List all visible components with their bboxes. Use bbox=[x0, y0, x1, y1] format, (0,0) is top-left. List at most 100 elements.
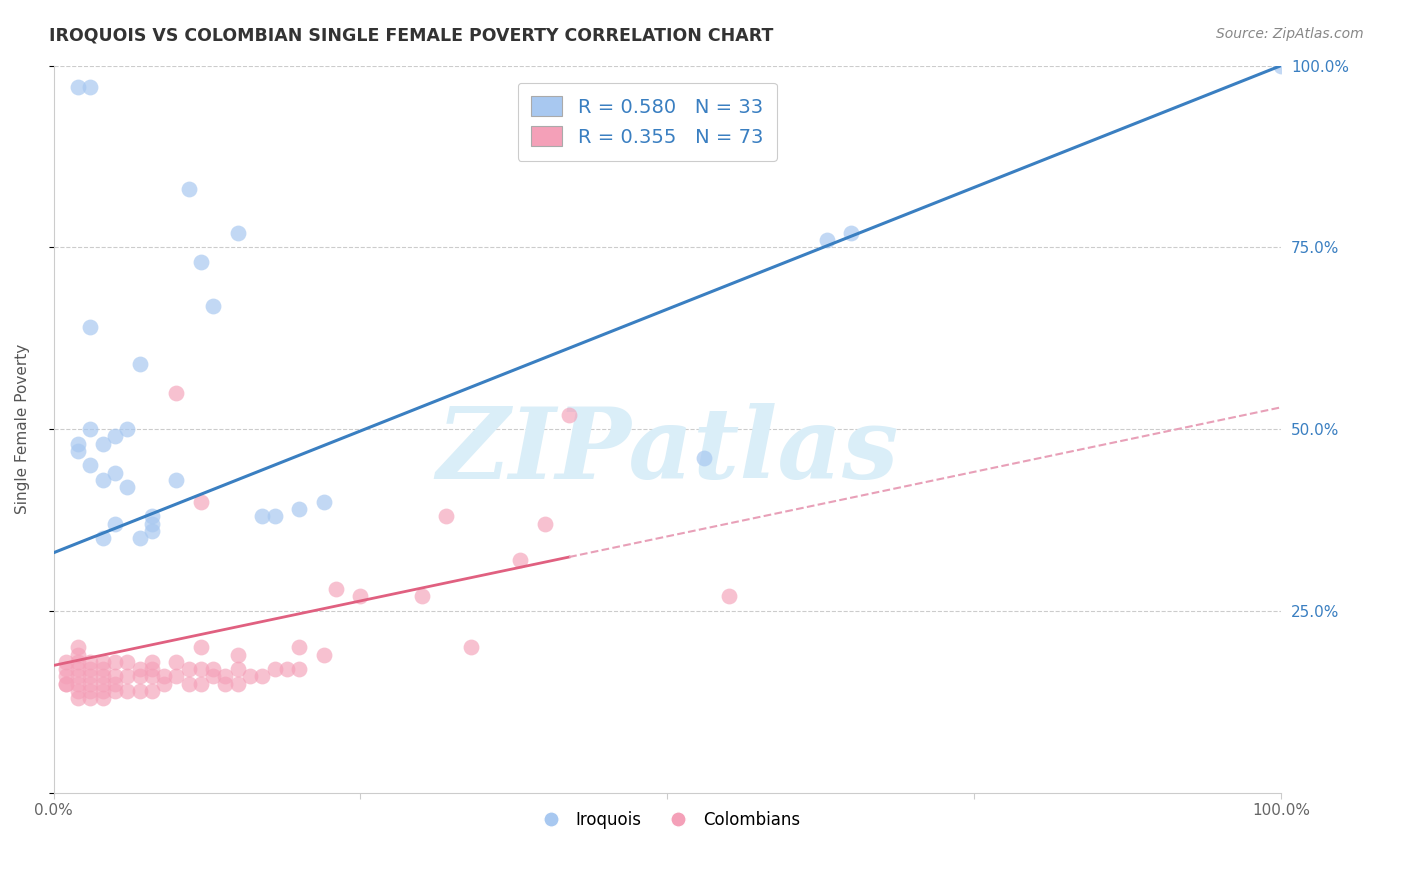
Point bbox=[141, 684, 163, 698]
Point bbox=[252, 509, 274, 524]
Point bbox=[165, 655, 187, 669]
Point bbox=[67, 444, 90, 458]
Point bbox=[190, 676, 212, 690]
Point bbox=[411, 590, 433, 604]
Point bbox=[276, 662, 298, 676]
Point bbox=[153, 676, 176, 690]
Text: Source: ZipAtlas.com: Source: ZipAtlas.com bbox=[1216, 27, 1364, 41]
Point bbox=[55, 662, 77, 676]
Point bbox=[312, 648, 335, 662]
Point bbox=[91, 691, 114, 706]
Point bbox=[312, 495, 335, 509]
Point bbox=[91, 531, 114, 545]
Point bbox=[177, 662, 200, 676]
Point bbox=[67, 669, 90, 683]
Point bbox=[263, 662, 285, 676]
Point bbox=[239, 669, 262, 683]
Point bbox=[79, 422, 101, 436]
Point bbox=[128, 684, 150, 698]
Point bbox=[91, 436, 114, 450]
Point bbox=[79, 669, 101, 683]
Point bbox=[190, 662, 212, 676]
Point bbox=[117, 669, 139, 683]
Point bbox=[128, 531, 150, 545]
Point bbox=[717, 590, 740, 604]
Point bbox=[79, 655, 101, 669]
Point bbox=[141, 524, 163, 538]
Point bbox=[91, 669, 114, 683]
Point bbox=[79, 458, 101, 473]
Point bbox=[67, 676, 90, 690]
Point bbox=[226, 676, 249, 690]
Point bbox=[226, 226, 249, 240]
Point bbox=[288, 640, 311, 655]
Point bbox=[79, 691, 101, 706]
Point bbox=[117, 480, 139, 494]
Point bbox=[79, 80, 101, 95]
Point bbox=[202, 669, 225, 683]
Point bbox=[91, 684, 114, 698]
Point bbox=[79, 676, 101, 690]
Point bbox=[141, 662, 163, 676]
Y-axis label: Single Female Poverty: Single Female Poverty bbox=[15, 344, 30, 515]
Point bbox=[67, 655, 90, 669]
Point bbox=[117, 422, 139, 436]
Point bbox=[226, 648, 249, 662]
Point bbox=[190, 640, 212, 655]
Point bbox=[104, 669, 127, 683]
Point bbox=[436, 509, 458, 524]
Point bbox=[141, 655, 163, 669]
Point bbox=[91, 662, 114, 676]
Point bbox=[128, 669, 150, 683]
Point bbox=[460, 640, 482, 655]
Point bbox=[165, 385, 187, 400]
Point bbox=[165, 473, 187, 487]
Point bbox=[177, 182, 200, 196]
Point bbox=[141, 509, 163, 524]
Point bbox=[252, 669, 274, 683]
Point bbox=[55, 676, 77, 690]
Text: ZIPatlas: ZIPatlas bbox=[436, 402, 898, 500]
Point bbox=[104, 676, 127, 690]
Point bbox=[67, 436, 90, 450]
Point bbox=[177, 676, 200, 690]
Point bbox=[104, 429, 127, 443]
Point bbox=[91, 655, 114, 669]
Point bbox=[288, 662, 311, 676]
Point bbox=[288, 502, 311, 516]
Point bbox=[190, 495, 212, 509]
Point bbox=[349, 590, 371, 604]
Point bbox=[79, 662, 101, 676]
Point bbox=[214, 669, 236, 683]
Point bbox=[117, 655, 139, 669]
Point bbox=[104, 516, 127, 531]
Point bbox=[1270, 59, 1292, 73]
Point bbox=[153, 669, 176, 683]
Point bbox=[91, 473, 114, 487]
Point bbox=[214, 676, 236, 690]
Point bbox=[79, 320, 101, 334]
Point bbox=[815, 233, 838, 247]
Point bbox=[67, 662, 90, 676]
Text: IROQUOIS VS COLOMBIAN SINGLE FEMALE POVERTY CORRELATION CHART: IROQUOIS VS COLOMBIAN SINGLE FEMALE POVE… bbox=[49, 27, 773, 45]
Point bbox=[202, 299, 225, 313]
Point bbox=[325, 582, 347, 596]
Point bbox=[226, 662, 249, 676]
Point bbox=[79, 684, 101, 698]
Point bbox=[67, 691, 90, 706]
Point bbox=[67, 684, 90, 698]
Point bbox=[190, 255, 212, 269]
Point bbox=[67, 80, 90, 95]
Point bbox=[263, 509, 285, 524]
Point bbox=[117, 684, 139, 698]
Point bbox=[104, 655, 127, 669]
Point bbox=[533, 516, 555, 531]
Point bbox=[509, 553, 531, 567]
Point bbox=[91, 676, 114, 690]
Point bbox=[67, 648, 90, 662]
Point bbox=[841, 226, 863, 240]
Point bbox=[141, 516, 163, 531]
Point bbox=[141, 669, 163, 683]
Point bbox=[202, 662, 225, 676]
Point bbox=[55, 669, 77, 683]
